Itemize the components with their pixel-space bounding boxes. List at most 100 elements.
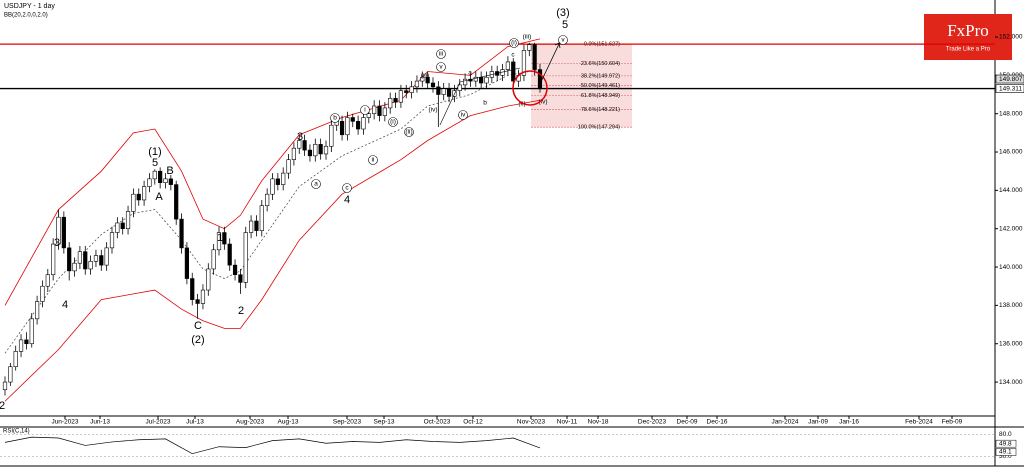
candle-body xyxy=(147,178,152,187)
candle-body xyxy=(232,264,238,276)
candle-body xyxy=(345,117,350,136)
x-tick-label: Jan-09 xyxy=(808,419,828,426)
wave-label: c xyxy=(345,185,349,192)
candle-body xyxy=(297,140,302,149)
x-tick-label: Feb-2024 xyxy=(905,419,933,426)
candle-body xyxy=(8,366,13,383)
candle-body xyxy=(291,147,297,160)
candle-body xyxy=(179,218,184,249)
y-tick-label: 138.000 xyxy=(999,302,1023,309)
candle-body xyxy=(388,98,393,109)
fib-label: 50.0%(149.461) xyxy=(581,83,620,89)
candle-body xyxy=(527,44,532,51)
candle-body xyxy=(158,170,163,183)
candle-body xyxy=(190,278,195,300)
x-tick-label: Oct-12 xyxy=(463,419,483,426)
candle-body xyxy=(329,124,334,147)
wave-label: v xyxy=(439,64,443,71)
candle-body xyxy=(200,289,206,304)
x-tick-label: Dec-2023 xyxy=(638,419,667,426)
wave-circle xyxy=(404,127,414,137)
wave-circle xyxy=(558,35,568,45)
wave-label: (iv) xyxy=(428,107,437,114)
wave-label: (1) xyxy=(148,146,161,158)
candle-body xyxy=(446,88,452,97)
x-tick-label: Jan-2024 xyxy=(771,419,798,426)
wave-label: iv xyxy=(461,112,466,119)
candle-body xyxy=(259,205,264,231)
candle-body xyxy=(286,159,291,174)
candle-body xyxy=(72,262,77,272)
x-tick-label: Nov-18 xyxy=(588,419,609,426)
candle-body xyxy=(93,255,99,262)
rsi-marker-label: 49.1 xyxy=(999,449,1012,456)
candle-body xyxy=(104,247,109,266)
wave-label: i xyxy=(364,107,365,114)
candle-body xyxy=(270,178,275,195)
wave-label: (iv) xyxy=(538,99,547,106)
brand-tagline: Trade Like a Pro xyxy=(946,47,991,53)
candle-body xyxy=(430,82,436,88)
rsi-marker xyxy=(995,448,1017,456)
wave-circle xyxy=(388,117,398,127)
wave-label: 5 xyxy=(562,19,568,31)
wave-label: (i) xyxy=(390,119,396,126)
x-tick-label: Jul-13 xyxy=(186,419,204,426)
wave-label: 3 xyxy=(297,131,303,143)
candle-body xyxy=(238,274,243,283)
rsi-tick-label: 80.0 xyxy=(999,431,1012,438)
x-tick-label: Dec-16 xyxy=(707,419,728,426)
wave-label: B xyxy=(166,165,173,177)
candle-body xyxy=(2,381,8,391)
candle-body xyxy=(473,76,478,82)
candle-body xyxy=(484,76,489,84)
candle-body xyxy=(163,178,168,183)
candle-body xyxy=(511,61,516,82)
candle-body xyxy=(355,121,361,130)
candle-body xyxy=(254,220,259,231)
candle-body xyxy=(13,351,18,368)
fib-label: 78.6%(148.221) xyxy=(581,107,620,113)
price-marker xyxy=(995,74,1024,84)
candle-body xyxy=(45,274,50,287)
x-tick-label: Jun-2023 xyxy=(51,419,78,426)
x-tick-label: Nov-2023 xyxy=(517,419,546,426)
rsi-marker xyxy=(995,439,1017,448)
candle-body xyxy=(227,243,232,266)
wedge xyxy=(439,67,521,126)
wave-circle xyxy=(436,62,446,72)
candle-body xyxy=(281,172,286,185)
x-tick-label: Aug-13 xyxy=(278,419,299,426)
candle-body xyxy=(77,251,82,264)
wave-label: 2 xyxy=(0,400,5,412)
wave-label: 4 xyxy=(344,194,350,206)
wave-label: 4 xyxy=(62,299,68,311)
candle-body xyxy=(174,184,179,220)
x-tick-label: Nov-11 xyxy=(557,419,578,426)
candle-body xyxy=(152,170,157,180)
y-tick-label: 140.000 xyxy=(999,264,1023,271)
y-tick-label: 146.000 xyxy=(999,149,1023,156)
x-tick-label: Jun-13 xyxy=(90,419,110,426)
fib-label: 23.6%(150.604) xyxy=(581,61,620,67)
wave-label: 5 xyxy=(152,157,158,169)
candle-body xyxy=(414,80,420,88)
wave-label: c xyxy=(511,52,515,59)
y-tick-label: 142.000 xyxy=(999,225,1023,232)
candle-body xyxy=(51,243,56,276)
wave-label: a xyxy=(314,181,318,188)
candle-body xyxy=(505,61,511,70)
candle-body xyxy=(109,232,115,249)
candle-body xyxy=(125,211,131,230)
wave-label: a xyxy=(468,70,472,77)
candle-body xyxy=(115,222,120,233)
fib-label: 100.0%(147.294) xyxy=(578,125,620,131)
candle-body xyxy=(532,44,537,70)
candle-body xyxy=(409,86,414,93)
candle-body xyxy=(302,140,307,151)
x-tick-label: Sep-13 xyxy=(374,419,395,426)
candle-body xyxy=(195,299,200,304)
candle-body xyxy=(56,216,61,245)
x-tick-label: Sep-2023 xyxy=(333,419,362,426)
